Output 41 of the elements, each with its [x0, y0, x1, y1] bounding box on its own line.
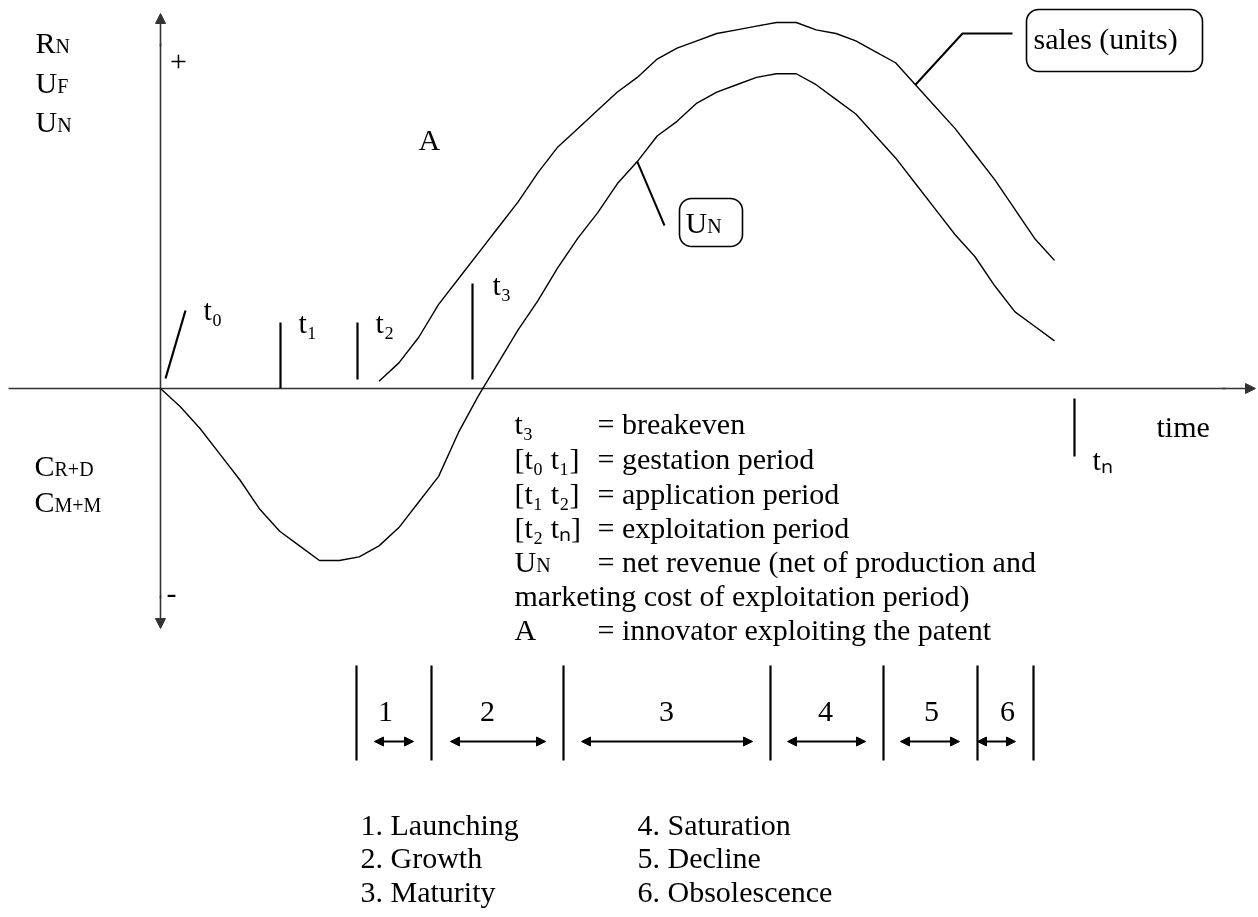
annotation: + [170, 44, 187, 77]
annotation: t₀ [203, 293, 223, 326]
text: 3 [659, 694, 674, 727]
text: CM+M [34, 485, 102, 518]
text: marketing cost of exploitation period) [514, 579, 970, 613]
text: tₙ [1092, 443, 1113, 476]
annotation: t₁ [298, 306, 318, 339]
text: 5. Decline [637, 841, 761, 874]
annotation: t₃ [492, 268, 512, 301]
annotation: [t₂ tₙ] [514, 511, 582, 544]
annotation: = exploitation period [597, 511, 850, 544]
text: RN [35, 26, 70, 59]
annotation: t₂ [375, 306, 395, 339]
text: 4 [818, 694, 833, 727]
text: CR+D [34, 449, 94, 482]
text: UF [35, 66, 69, 99]
text: 2. Growth [360, 841, 483, 874]
annotation: t₃ [514, 407, 534, 440]
annotation: = gestation period [597, 442, 815, 475]
text: 1 [378, 694, 393, 727]
annotation: UN [514, 545, 551, 578]
text: - [166, 576, 177, 609]
text: 5 [924, 694, 939, 727]
text: UN [35, 105, 72, 138]
text: A [514, 613, 537, 646]
text: 6. Obsolescence [637, 875, 833, 908]
text: 4. Saturation [637, 808, 791, 841]
text: UN [685, 206, 722, 239]
text: 2 [480, 694, 495, 727]
x-axis-title: time [1156, 410, 1210, 443]
annotation: [t₁ t₂] [514, 477, 580, 510]
annotation: A [418, 123, 441, 156]
legend-label: sales (units) [1033, 22, 1178, 56]
annotation: [t₀ t₁] [514, 442, 580, 475]
annotation: = application period [597, 477, 840, 510]
annotation: = net revenue (net of production and [597, 545, 1036, 579]
text: 3. Maturity [360, 875, 496, 908]
text: 6 [1000, 694, 1015, 727]
text: = innovator exploiting the patent [597, 613, 992, 646]
annotation: = breakeven [597, 407, 746, 440]
text: 1. Launching [360, 808, 519, 841]
